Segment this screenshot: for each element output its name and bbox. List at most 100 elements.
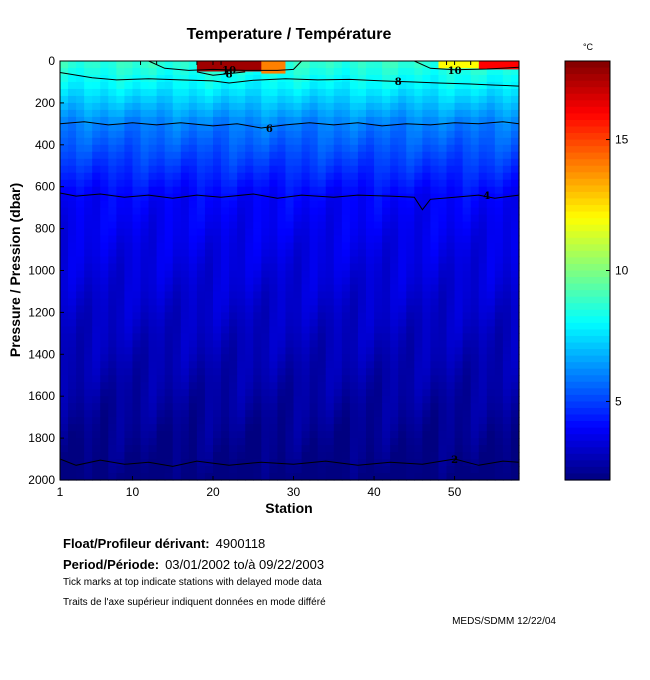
heatmap-cell bbox=[172, 396, 182, 404]
heatmap-cell bbox=[390, 207, 399, 216]
heatmap-cell bbox=[478, 473, 488, 481]
heatmap-cell bbox=[188, 144, 198, 153]
heatmap-cell bbox=[309, 389, 319, 397]
heatmap-cell bbox=[148, 179, 158, 188]
heatmap-cell bbox=[438, 473, 448, 481]
heatmap-cell bbox=[470, 431, 480, 439]
heatmap-cell bbox=[221, 347, 230, 355]
heatmap-cell bbox=[269, 270, 279, 279]
heatmap-cell bbox=[261, 74, 270, 83]
heatmap-cell bbox=[390, 186, 399, 195]
heatmap-cell bbox=[293, 375, 303, 383]
heatmap-cell bbox=[221, 88, 230, 97]
heatmap-cell bbox=[486, 172, 496, 181]
heatmap-cell bbox=[245, 221, 254, 230]
heatmap-cell bbox=[140, 193, 150, 202]
heatmap-cell bbox=[366, 319, 375, 327]
heatmap-cell bbox=[148, 431, 158, 439]
heatmap-cell bbox=[229, 186, 238, 195]
heatmap-cell bbox=[156, 102, 166, 111]
heatmap-cell bbox=[108, 207, 117, 216]
heatmap-cell bbox=[277, 158, 287, 167]
heatmap-cell bbox=[68, 67, 77, 76]
heatmap-cell bbox=[462, 172, 472, 181]
heatmap-cell bbox=[462, 403, 472, 411]
y-tick-label: 0 bbox=[48, 54, 55, 68]
heatmap-cell bbox=[92, 459, 101, 467]
heatmap-cell bbox=[237, 424, 246, 432]
heatmap-cell bbox=[357, 445, 367, 453]
heatmap-cell bbox=[124, 263, 134, 272]
heatmap-cell bbox=[462, 193, 472, 202]
heatmap-cell bbox=[164, 158, 174, 167]
heatmap-cell bbox=[341, 263, 351, 272]
heatmap-cell bbox=[204, 410, 214, 418]
heatmap-cell bbox=[253, 466, 262, 474]
heatmap-cell bbox=[309, 193, 319, 202]
heatmap-cell bbox=[164, 186, 174, 195]
heatmap-cell bbox=[172, 431, 182, 439]
heatmap-cell bbox=[269, 214, 279, 223]
heatmap-cell bbox=[301, 200, 311, 209]
heatmap-cell bbox=[213, 200, 222, 209]
heatmap-cell bbox=[188, 193, 198, 202]
heatmap-cell bbox=[438, 242, 448, 251]
heatmap-cell bbox=[84, 438, 93, 446]
heatmap-cell bbox=[196, 74, 206, 83]
heatmap-cell bbox=[486, 242, 496, 251]
heatmap-cell bbox=[156, 305, 166, 313]
heatmap-cell bbox=[462, 123, 472, 132]
heatmap-cell bbox=[148, 151, 158, 160]
heatmap-cell bbox=[398, 179, 407, 188]
heatmap-cell bbox=[60, 361, 69, 369]
heatmap-cell bbox=[414, 298, 423, 307]
heatmap-cell bbox=[132, 158, 142, 167]
heatmap-cell bbox=[510, 158, 520, 167]
heatmap-cell bbox=[406, 151, 415, 160]
period-value: 03/01/2002 to/à 09/22/2003 bbox=[165, 557, 325, 572]
heatmap-cell bbox=[293, 207, 303, 216]
heatmap-cell bbox=[132, 298, 142, 307]
heatmap-cell bbox=[116, 291, 126, 300]
heatmap-cell bbox=[366, 102, 375, 111]
heatmap-cell bbox=[172, 207, 182, 216]
heatmap-cell bbox=[156, 130, 166, 139]
heatmap-cell bbox=[237, 151, 246, 160]
heatmap-cell bbox=[108, 214, 117, 223]
contour-line-2 bbox=[59, 458, 520, 467]
heatmap-cell bbox=[140, 312, 150, 320]
heatmap-cell bbox=[494, 137, 504, 146]
heatmap-cell bbox=[374, 305, 383, 313]
heatmap-cell bbox=[446, 375, 456, 383]
heatmap-cell bbox=[349, 144, 359, 153]
heatmap-cell bbox=[253, 284, 262, 293]
heatmap-cell bbox=[204, 193, 214, 202]
heatmap-cell bbox=[422, 305, 432, 313]
heatmap-cell bbox=[438, 102, 448, 111]
heatmap-cell bbox=[309, 298, 319, 307]
heatmap-cell bbox=[116, 228, 126, 237]
heatmap-cell bbox=[357, 291, 367, 300]
heatmap-cell bbox=[398, 473, 407, 481]
heatmap-cell bbox=[108, 193, 117, 202]
heatmap-cell bbox=[398, 67, 407, 76]
heatmap-cell bbox=[245, 417, 254, 425]
heatmap-cell bbox=[213, 95, 222, 104]
heatmap-cell bbox=[406, 74, 415, 83]
heatmap-cell bbox=[180, 186, 190, 195]
heatmap-cell bbox=[486, 368, 496, 376]
heatmap-cell bbox=[229, 431, 238, 439]
heatmap-cell bbox=[454, 109, 464, 118]
heatmap-cell bbox=[390, 326, 399, 334]
heatmap-cell bbox=[357, 61, 367, 69]
heatmap-cell bbox=[390, 473, 399, 481]
heatmap-cell bbox=[245, 186, 254, 195]
heatmap-cell bbox=[301, 102, 311, 111]
heatmap-cell bbox=[132, 179, 142, 188]
heatmap-cell bbox=[164, 291, 174, 300]
heatmap-cell bbox=[422, 312, 432, 320]
heatmap-cell bbox=[478, 81, 488, 90]
heatmap-cell bbox=[502, 74, 512, 83]
heatmap-cell bbox=[486, 256, 496, 265]
heatmap-cell bbox=[293, 445, 303, 453]
